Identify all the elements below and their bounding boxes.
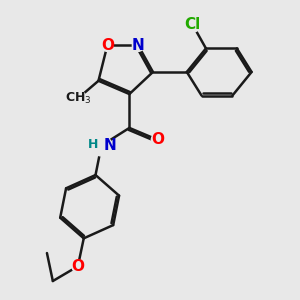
Circle shape bbox=[101, 40, 113, 51]
Text: N: N bbox=[104, 138, 116, 153]
Circle shape bbox=[95, 140, 107, 152]
Text: CH$_3$: CH$_3$ bbox=[64, 91, 91, 106]
Text: N: N bbox=[132, 38, 145, 53]
Circle shape bbox=[70, 90, 86, 107]
Text: O: O bbox=[101, 38, 114, 53]
Text: O: O bbox=[151, 132, 164, 147]
Circle shape bbox=[72, 260, 84, 272]
Circle shape bbox=[152, 134, 163, 146]
Circle shape bbox=[187, 19, 199, 31]
Circle shape bbox=[152, 134, 163, 146]
Circle shape bbox=[91, 135, 112, 156]
Text: O: O bbox=[71, 259, 84, 274]
Circle shape bbox=[185, 17, 200, 32]
Text: H: H bbox=[88, 138, 98, 151]
Circle shape bbox=[132, 40, 144, 51]
Circle shape bbox=[72, 260, 84, 272]
Text: Cl: Cl bbox=[184, 17, 201, 32]
